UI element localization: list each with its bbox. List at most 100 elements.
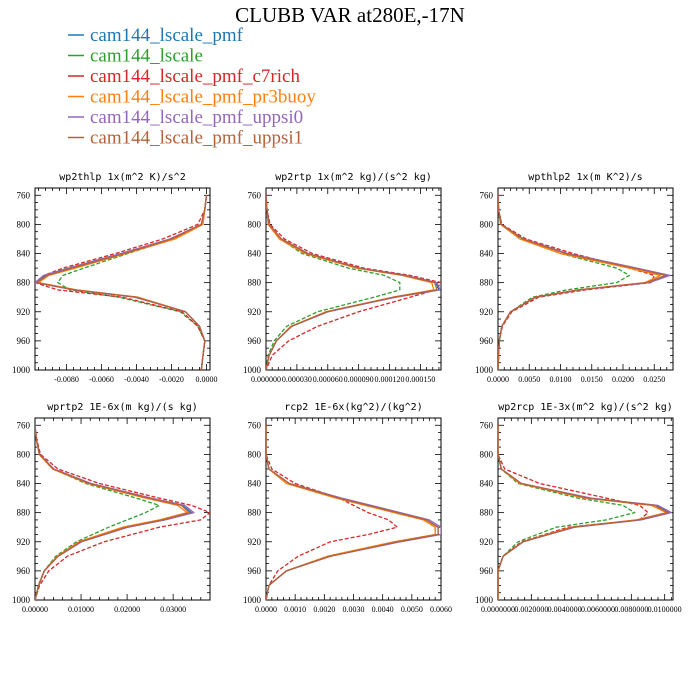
plot-frame [265,417,442,601]
x-tick-label: 0.000030 [282,375,312,384]
y-tick-label: 960 [480,336,494,346]
y-tick-label: 960 [480,566,494,576]
series-line [266,425,398,600]
y-tick-label: 840 [17,479,31,489]
y-tick-label: 960 [248,336,262,346]
y-tick-label: 920 [248,307,262,317]
y-tick-label: 920 [248,537,262,547]
y-tick-label: 760 [248,190,262,200]
series-line [266,425,436,600]
series-line [266,195,441,370]
panel-4: wprtp2 1E-6x(m kg)/(s kg) 760 800 840 880 920… [12,402,211,614]
x-tick-label: 0.0040000 [548,605,582,614]
plot-frame [34,417,211,601]
y-tick-label: 960 [248,566,262,576]
y-tick-label: 840 [248,249,262,259]
panel-title: wprtp2 1E-6x(m kg)/(s kg) [47,402,198,413]
x-tick-label: -0.0060 [89,375,114,384]
series-group [498,195,671,370]
series-line [35,425,160,600]
legend-entry: cam144_lscale_pmf_c7rich [90,66,300,87]
x-tick-label: 0.000090 [344,375,374,384]
y-tick-label: 840 [480,249,494,259]
series-line [498,195,630,370]
x-tick-label: 0.0060000 [581,605,615,614]
x-tick-label: 0.000150 [405,375,435,384]
x-tick-label: 0.0000 [255,605,277,614]
series-line [266,425,436,600]
panel-title: wp2rcp 1E-3x(m^2 kg)/(s^2 kg) [498,402,673,413]
x-tick-label: 0.0060 [430,605,452,614]
y-tick-label: 1000 [475,595,494,605]
x-tick-label: 0.0010 [284,605,306,614]
x-tick-label: 0.000120 [375,375,405,384]
y-tick-label: 800 [480,449,494,459]
x-tick-label: 0.0100000 [648,605,682,614]
y-tick-label: 840 [248,479,262,489]
x-tick-label: 0.000000 [251,375,281,384]
series-line [35,425,195,600]
x-tick-label: 0.0000000 [481,605,515,614]
series-group [266,195,441,370]
legend-entry: cam144_lscale [90,46,203,67]
y-tick-label: 880 [17,508,31,518]
y-tick-label: 1000 [12,595,31,605]
y-tick-label: 840 [480,479,494,489]
x-tick-label: 0.0200 [612,375,634,384]
plot-frame [497,187,674,371]
series-line [266,195,440,370]
y-tick-label: 920 [480,537,494,547]
series-line [266,425,439,600]
x-tick-label: 0.02000 [114,605,140,614]
y-tick-label: 880 [17,278,31,288]
x-tick-label: 0.0080000 [614,605,648,614]
series-line [498,425,671,600]
y-tick-label: 760 [248,420,262,430]
series-group [35,195,208,370]
x-tick-label: 0.0100 [550,375,572,384]
y-tick-label: 760 [17,420,31,430]
panel-title: rcp2 1E-6x(kg^2)/(kg^2) [284,402,422,413]
panel-2: wp2rtp 1x(m^2 kg)/(s^2 kg) 760 800 840 880 92… [243,172,442,384]
y-tick-label: 800 [17,219,31,229]
series-line [35,425,210,600]
series-line [498,195,667,370]
x-tick-label: 0.00000 [22,605,48,614]
x-tick-label: -0.0040 [124,375,149,384]
y-tick-label: 920 [480,307,494,317]
x-tick-label: 0.01000 [68,605,94,614]
series-line [498,425,667,600]
y-tick-label: 920 [17,307,31,317]
series-line [35,425,190,600]
legend-entry: cam144_lscale_pmf_pr3buoy [90,87,316,108]
x-tick-label: 0.0040 [372,605,394,614]
x-tick-label: 0.000060 [313,375,343,384]
series-line [57,195,208,370]
series-line [35,195,208,370]
x-tick-label: -0.0080 [54,375,79,384]
x-tick-label: 0.0250 [643,375,665,384]
y-tick-label: 760 [480,420,494,430]
y-tick-label: 880 [480,508,494,518]
x-tick-label: 0.0150 [581,375,603,384]
plot-frame [497,417,674,601]
y-tick-label: 1000 [243,595,262,605]
x-tick-label: 0.0020 [313,605,335,614]
series-line [35,195,208,370]
legend-entry: cam144_lscale_pmf_uppsi1 [90,128,303,149]
series-line [266,195,435,370]
series-line [266,425,439,600]
panels: wp2thlp 1x(m^2 K)/s^2 760 800 840 880 920 960 1… [12,172,682,614]
y-tick-label: 800 [480,219,494,229]
x-tick-label: 0.0050 [518,375,540,384]
series-line [266,195,441,370]
series-line [498,425,669,600]
series-line [266,425,441,600]
y-tick-label: 880 [248,278,262,288]
panel-title: wp2thlp 1x(m^2 K)/s^2 [59,172,185,183]
series-line [498,425,636,600]
legend-entry: cam144_lscale_pmf [90,25,244,46]
y-tick-label: 880 [480,278,494,288]
series-line [498,195,655,370]
